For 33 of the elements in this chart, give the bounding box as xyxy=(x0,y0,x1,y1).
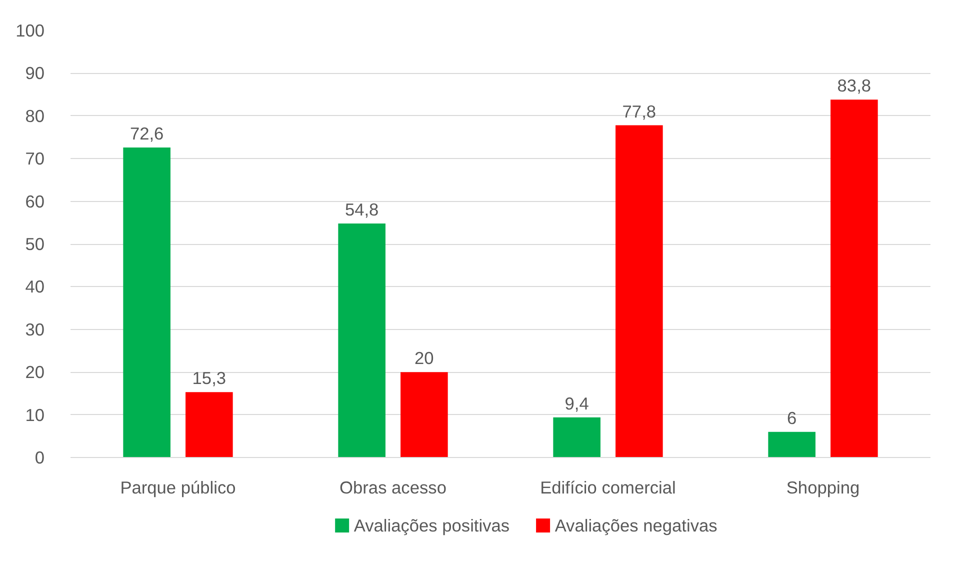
y-tick-label: 60 xyxy=(25,191,45,212)
x-tick-label: Shopping xyxy=(786,478,860,498)
data-label: 72,6 xyxy=(130,124,164,144)
x-tick-label: Parque público xyxy=(120,478,236,498)
x-tick-label: Obras acesso xyxy=(340,478,446,498)
y-tick-label: 20 xyxy=(25,362,45,382)
bar xyxy=(186,392,233,458)
bar xyxy=(553,417,600,458)
y-tick-label: 100 xyxy=(16,20,45,40)
data-label: 6 xyxy=(787,408,797,428)
bar xyxy=(768,432,816,458)
x-tick-label: Edifício comercial xyxy=(540,478,676,498)
legend-label: Avaliações positivas xyxy=(354,516,510,536)
bar xyxy=(400,372,448,458)
bar xyxy=(123,148,170,458)
data-label: 15,3 xyxy=(192,368,226,388)
y-tick-label: 50 xyxy=(25,234,45,254)
data-label: 54,8 xyxy=(344,200,379,220)
data-label: 9,4 xyxy=(564,393,590,414)
bar xyxy=(338,224,386,458)
legend-label: Avaliações negativas xyxy=(554,516,718,536)
bar xyxy=(616,125,663,458)
data-label: 20 xyxy=(414,348,434,368)
data-label: 83,8 xyxy=(837,76,872,96)
data-label: 77,8 xyxy=(622,101,656,122)
y-tick-label: 40 xyxy=(25,276,45,297)
bar xyxy=(830,100,878,458)
y-tick-label: 10 xyxy=(25,404,45,425)
y-tick-label: 90 xyxy=(25,63,45,84)
y-tick-label: 80 xyxy=(25,106,45,126)
y-tick-label: 70 xyxy=(25,148,45,169)
y-tick-label: 0 xyxy=(34,448,45,468)
y-tick-label: 30 xyxy=(25,319,45,340)
